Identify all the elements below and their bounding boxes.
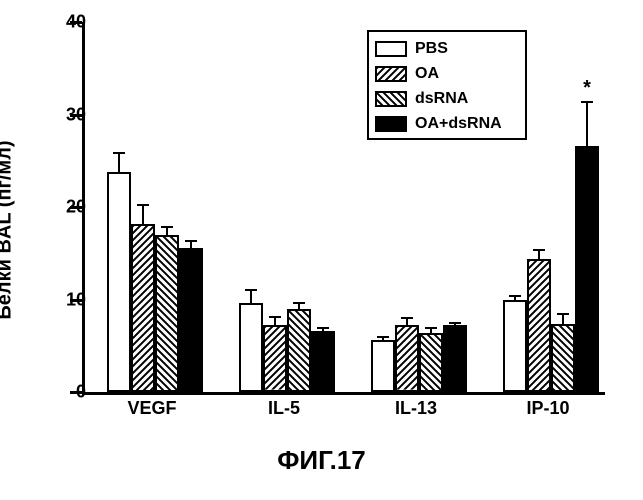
legend-item: OA+dsRNA [375, 111, 519, 136]
error-cap [293, 302, 305, 304]
legend-item: OA [375, 61, 519, 86]
bar [131, 224, 155, 392]
error-bar [586, 102, 588, 146]
bar [527, 259, 551, 392]
legend-swatch [375, 116, 407, 132]
error-cap [581, 101, 593, 103]
error-cap [137, 204, 149, 206]
error-bar [538, 250, 540, 259]
error-bar [406, 318, 408, 325]
bar [311, 331, 335, 392]
y-axis-label: Белки BAL (пг/мл) [0, 140, 17, 319]
error-cap [245, 289, 257, 291]
legend-label: dsRNA [415, 90, 468, 108]
error-cap [401, 317, 413, 319]
error-cap [185, 240, 197, 242]
bar [107, 172, 131, 392]
legend: PBS OA dsRNA OA+dsRNA [367, 30, 527, 140]
error-cap [509, 295, 521, 297]
y-tick-label: 10 [46, 289, 86, 310]
bar [419, 333, 443, 392]
bar [551, 324, 575, 392]
bars-layer: * [85, 22, 605, 392]
error-cap [449, 322, 461, 324]
x-category-label: IP-10 [526, 398, 569, 419]
bar [287, 309, 311, 392]
bar [395, 325, 419, 392]
error-bar [142, 205, 144, 224]
error-cap [533, 249, 545, 251]
x-category-label: IL-13 [395, 398, 437, 419]
plot-area: * PBS OA dsRNA OA+dsRNA [82, 22, 605, 395]
bar [179, 248, 203, 392]
x-category-label: IL-5 [268, 398, 300, 419]
y-tick-label: 20 [46, 197, 86, 218]
error-cap [317, 327, 329, 329]
bar [239, 303, 263, 392]
figure-caption: ФИГ.17 [0, 445, 643, 476]
error-bar [250, 290, 252, 303]
legend-item: dsRNA [375, 86, 519, 111]
bar [503, 300, 527, 393]
bar [575, 146, 599, 392]
legend-label: PBS [415, 40, 448, 58]
legend-label: OA+dsRNA [415, 115, 502, 133]
error-bar [166, 227, 168, 234]
bar [443, 325, 467, 392]
error-cap [425, 327, 437, 329]
legend-label: OA [415, 65, 439, 83]
error-cap [161, 226, 173, 228]
legend-swatch [375, 66, 407, 82]
legend-swatch [375, 41, 407, 57]
y-tick-label: 40 [46, 12, 86, 33]
legend-swatch [375, 91, 407, 107]
y-tick-label: 30 [46, 104, 86, 125]
bar [263, 325, 287, 392]
error-bar [562, 314, 564, 323]
bar [155, 235, 179, 392]
error-bar [274, 317, 276, 325]
legend-item: PBS [375, 36, 519, 61]
bar [371, 340, 395, 392]
error-bar [118, 153, 120, 172]
x-category-label: VEGF [127, 398, 176, 419]
error-cap [269, 316, 281, 318]
error-cap [113, 152, 125, 154]
y-tick-label: 0 [46, 382, 86, 403]
significance-marker: * [583, 77, 591, 100]
error-cap [377, 336, 389, 338]
error-cap [557, 313, 569, 315]
bar-chart: Белки BAL (пг/мл) * PBSOAdsRNAOA+dsRNA 0… [10, 10, 620, 450]
